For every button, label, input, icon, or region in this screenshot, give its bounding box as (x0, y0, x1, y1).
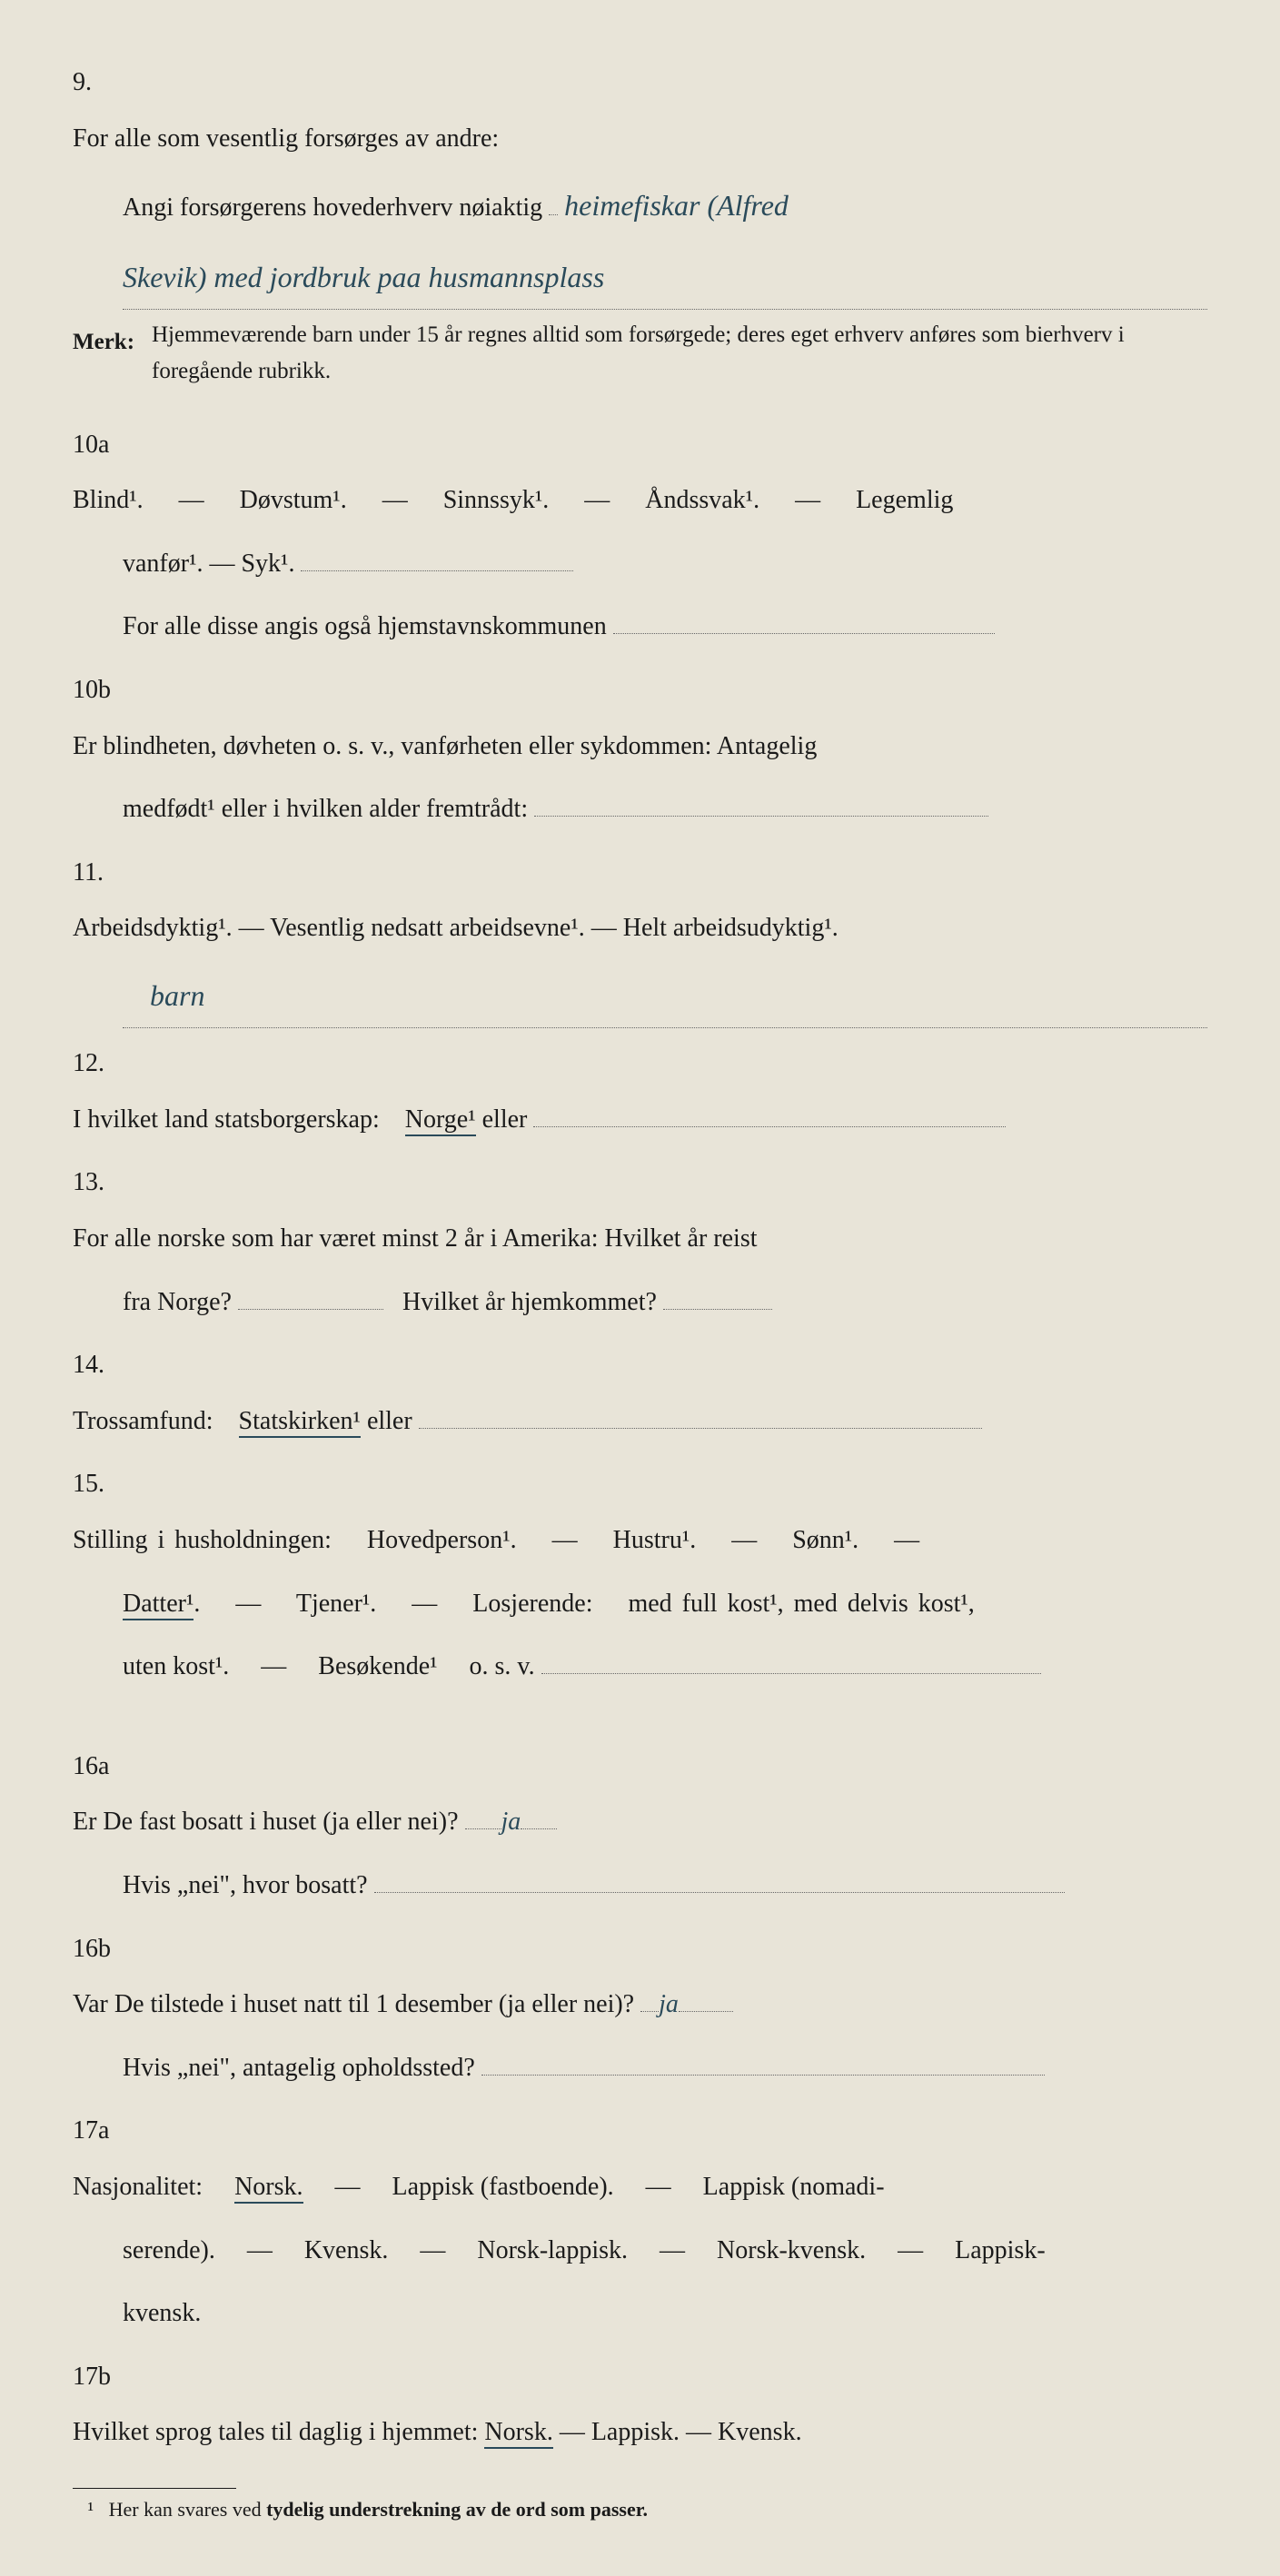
q17a-line2: serende). — Kvensk. — Norsk-lappisk. — N… (123, 2223, 1207, 2279)
q17a-line1-rest: — Lappisk (fastboende). — Lappisk (nomad… (303, 2173, 885, 2201)
q16a-line1: Er De fast bosatt i huset (ja eller nei)… (73, 1808, 459, 1836)
q16b-line2: Hvis „nei", antagelig opholdssted? (123, 2054, 475, 2082)
q16b-number: 16b (73, 1921, 123, 1977)
q9-handwritten1: heimefiskar (Alfred (564, 189, 789, 222)
question-12: 12. I hvilket land statsborgerskap: Norg… (73, 1035, 1207, 1147)
q15-line2-underlined: Datter¹ (123, 1590, 193, 1620)
q10a-line3: For alle disse angis også hjemstavnskomm… (123, 612, 607, 640)
q15-line1: Stilling i husholdningen: Hovedperson¹. … (73, 1512, 1153, 1569)
q15-line2-rest: . — Tjener¹. — Losjerende: med full kost… (193, 1590, 974, 1618)
q16b-line1: Var De tilstede i huset natt til 1 desem… (73, 1990, 634, 2018)
q12-after: eller (476, 1105, 528, 1134)
q14-underlined: Statskirken¹ (239, 1407, 361, 1438)
footnote: ¹ Her kan svares ved tydelig understrekn… (73, 2488, 1207, 2522)
q9-line2: Angi forsørgerens hovederhverv nøiaktig … (123, 173, 1207, 237)
q13-line1: For alle norske som har været minst 2 år… (73, 1211, 1153, 1267)
q17b-after: — Lappisk. — Kvensk. (553, 2418, 802, 2446)
merk-text: Hjemmeværende barn under 15 år regnes al… (152, 317, 1205, 390)
merk-section: Merk: Hjemmeværende barn under 15 år reg… (73, 317, 1207, 399)
q11-handwritten-wrap: barn (123, 964, 1207, 1028)
question-10a: 10a Blind¹. — Døvstum¹. — Sinnssyk¹. — Å… (73, 417, 1207, 529)
question-15: 15. Stilling i husholdningen: Hovedperso… (73, 1456, 1207, 1568)
q12-before: I hvilket land statsborgerskap: (73, 1105, 405, 1134)
q17a-before: Nasjonalitet: (73, 2173, 234, 2201)
q13-number: 13. (73, 1154, 123, 1211)
footnote-rule (73, 2488, 236, 2489)
q10b-line2: medfødt¹ eller i hvilken alder fremtrådt… (123, 795, 528, 823)
q13-line2-wrap: fra Norge? Hvilket år hjemkommet? (123, 1274, 1207, 1331)
q10a-line2: vanfør¹. — Syk¹. (123, 550, 294, 578)
q12-number: 12. (73, 1035, 123, 1092)
q14-before: Trossamfund: (73, 1407, 239, 1435)
merk-label: Merk: (73, 317, 145, 367)
q16a-line2-wrap: Hvis „nei", hvor bosatt? (123, 1858, 1207, 1914)
q17b-before: Hvilket sprog tales til daglig i hjemmet… (73, 2418, 484, 2446)
q11-handwritten: barn (150, 979, 204, 1012)
q10a-line1: Blind¹. — Døvstum¹. — Sinnssyk¹. — Åndss… (73, 472, 1153, 529)
q9-number: 9. (73, 54, 123, 111)
q14-number: 14. (73, 1337, 123, 1393)
question-11: 11. Arbeidsdyktig¹. — Vesentlig nedsatt … (73, 845, 1207, 956)
q17a-line3: kvensk. (123, 2285, 1207, 2342)
q11-number: 11. (73, 845, 123, 901)
q13-line2b: Hvilket år hjemkommet? (402, 1288, 657, 1316)
q10a-number: 10a (73, 417, 123, 473)
question-16b: 16b Var De tilstede i huset natt til 1 d… (73, 1921, 1207, 2033)
q16b-handwritten: ja (659, 1990, 679, 2018)
q9-line1: For alle som vesentlig forsørges av andr… (73, 111, 1153, 167)
question-14: 14. Trossamfund: Statskirken¹ eller (73, 1337, 1207, 1449)
q17a-number: 17a (73, 2103, 123, 2159)
q9-line2-prefix: Angi forsørgerens hovederhverv nøiaktig (123, 193, 542, 222)
q9-line3: Skevik) med jordbruk paa husmannsplass (123, 245, 1207, 310)
q10b-number: 10b (73, 662, 123, 718)
q15-line2-wrap: Datter¹. — Tjener¹. — Losjerende: med fu… (123, 1576, 1207, 1632)
q16a-number: 16a (73, 1739, 123, 1795)
q17a-underlined: Norsk. (234, 2173, 303, 2204)
q16a-line2: Hvis „nei", hvor bosatt? (123, 1871, 368, 1899)
q9-handwritten2: Skevik) med jordbruk paa husmannsplass (123, 261, 604, 293)
q11-line1: Arbeidsdyktig¹. — Vesentlig nedsatt arbe… (73, 900, 1153, 956)
question-10b: 10b Er blindheten, døvheten o. s. v., va… (73, 662, 1207, 774)
q15-number: 15. (73, 1456, 123, 1512)
q13-line2a: fra Norge? (123, 1288, 232, 1316)
q15-line3: uten kost¹. — Besøkende¹ o. s. v. (123, 1652, 535, 1680)
q10b-line2-wrap: medfødt¹ eller i hvilken alder fremtrådt… (123, 781, 1207, 837)
question-16a: 16a Er De fast bosatt i huset (ja eller … (73, 1739, 1207, 1850)
question-9: 9. For alle som vesentlig forsørges av a… (73, 54, 1207, 166)
q10a-line3-wrap: For alle disse angis også hjemstavnskomm… (123, 599, 1207, 655)
q10a-line2-wrap: vanfør¹. — Syk¹. (123, 536, 1207, 592)
question-17b: 17b Hvilket sprog tales til daglig i hje… (73, 2349, 1207, 2461)
q17b-underlined: Norsk. (484, 2418, 552, 2449)
question-13: 13. For alle norske som har været minst … (73, 1154, 1207, 1266)
q16b-line2-wrap: Hvis „nei", antagelig opholdssted? (123, 2040, 1207, 2096)
q14-after: eller (361, 1407, 412, 1435)
q12-underlined: Norge¹ (405, 1105, 476, 1136)
q17b-number: 17b (73, 2349, 123, 2405)
q15-line3-wrap: uten kost¹. — Besøkende¹ o. s. v. (123, 1639, 1207, 1695)
footnote-marker: ¹ (88, 2498, 94, 2521)
question-17a: 17a Nasjonalitet: Norsk. — Lappisk (fast… (73, 2103, 1207, 2214)
footnote-text: Her kan svares ved tydelig understreknin… (109, 2498, 648, 2521)
q16a-handwritten: ja (501, 1808, 521, 1836)
q10b-line1: Er blindheten, døvheten o. s. v., vanfør… (73, 718, 1153, 775)
